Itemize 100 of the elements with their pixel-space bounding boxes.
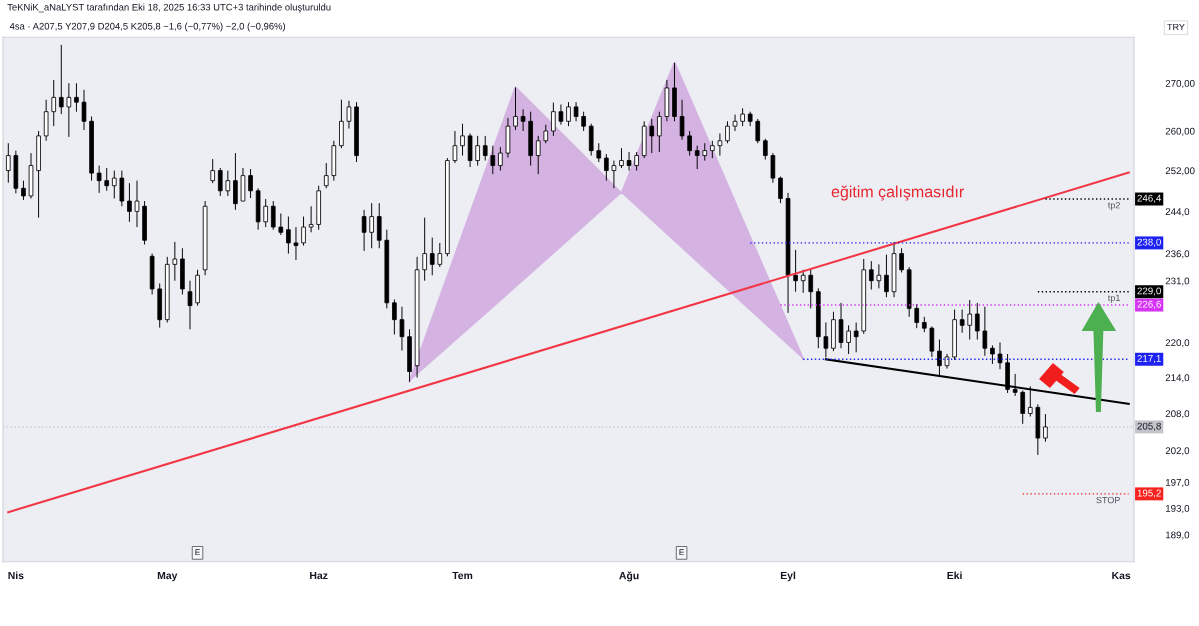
data-label: 229,0 xyxy=(1137,287,1161,296)
candlestick xyxy=(452,130,458,164)
candlestick xyxy=(725,120,730,144)
y-tick-label: 189,0 xyxy=(1165,531,1190,540)
candlestick xyxy=(573,101,579,122)
annotation: eğitim çalışmasıdır xyxy=(831,185,964,201)
candlestick xyxy=(884,254,889,298)
x-tick-label: Eyl xyxy=(780,571,796,582)
candlestick xyxy=(558,104,564,126)
candlestick xyxy=(429,237,435,276)
candlestick xyxy=(127,182,132,223)
candlestick xyxy=(619,147,624,169)
candlestick xyxy=(543,124,549,144)
candlestick xyxy=(81,89,87,131)
candlestick xyxy=(732,114,738,132)
text: TeKNiK_aNaLYST tarafından Eki 18, 2025 16:33 UTC+3 tarihinde oluşturuldu xyxy=(7,3,331,13)
candlestick xyxy=(58,44,64,115)
candlestick xyxy=(869,260,874,290)
y-tick-label: 193,0 xyxy=(1165,504,1190,513)
candlestick xyxy=(301,216,306,247)
y-axis-title: TRY xyxy=(1167,23,1185,31)
candlestick xyxy=(346,100,352,130)
candlestick xyxy=(967,299,973,341)
candlestick xyxy=(634,151,639,172)
candlestick xyxy=(657,111,662,153)
candlestick xyxy=(498,146,503,172)
candlestick xyxy=(460,123,465,157)
candlestick xyxy=(566,101,571,127)
candlestick xyxy=(217,167,223,197)
candlestick xyxy=(513,86,518,131)
data-label: 195,2 xyxy=(1137,489,1161,498)
candlestick xyxy=(104,167,110,192)
candlestick xyxy=(846,324,851,355)
candlestick xyxy=(96,165,102,194)
candlestick xyxy=(717,132,723,157)
y-tick-label: 231,0 xyxy=(1165,277,1190,286)
candlestick xyxy=(899,247,904,273)
y-tick-label: 208,0 xyxy=(1165,410,1190,419)
legend-label: STOP xyxy=(1096,496,1120,504)
candlestick xyxy=(959,309,965,334)
candlestick xyxy=(187,280,193,330)
candlestick xyxy=(278,212,284,236)
y-tick-label: 244,0 xyxy=(1165,208,1190,217)
candlestick xyxy=(876,263,882,289)
annotation: E xyxy=(679,549,685,556)
candlestick xyxy=(778,176,783,204)
candlestick xyxy=(974,302,980,341)
candlestick xyxy=(997,341,1003,370)
candlestick xyxy=(225,170,231,197)
candlestick xyxy=(172,241,178,282)
candlestick xyxy=(270,200,276,231)
x-tick-label: Haz xyxy=(310,571,328,580)
candlestick xyxy=(74,82,79,113)
candlestick xyxy=(649,118,655,154)
y-tick-label: 270,00 xyxy=(1165,79,1195,88)
x-tick-label: May xyxy=(157,571,178,582)
candlestick xyxy=(111,170,117,199)
candlestick xyxy=(581,111,586,132)
candlestick xyxy=(694,145,700,170)
candlestick xyxy=(990,344,995,365)
candlestick xyxy=(66,82,72,138)
candlestick xyxy=(263,198,268,228)
candlestick xyxy=(134,180,140,228)
candlestick xyxy=(308,205,314,233)
data-label: 217,1 xyxy=(1137,354,1161,364)
candlestick xyxy=(369,202,374,249)
x-tick-label: Eki xyxy=(947,571,962,580)
candlestick xyxy=(914,303,920,329)
series-label: tp2 xyxy=(1107,202,1120,211)
candlestick xyxy=(286,216,291,255)
candlestick xyxy=(551,102,556,137)
candlestick xyxy=(233,152,238,211)
y-tick-label: 236,0 xyxy=(1165,250,1190,259)
candlestick xyxy=(626,151,632,172)
candlestick xyxy=(770,152,776,184)
x-tick-label: Tem xyxy=(452,571,473,580)
candlestick xyxy=(604,153,609,182)
candlestick xyxy=(1012,373,1018,397)
candlestick xyxy=(361,209,367,252)
candlestick xyxy=(437,242,443,268)
candlestick xyxy=(490,145,496,175)
candlestick xyxy=(248,168,253,199)
candlestick xyxy=(520,108,526,132)
candlestick xyxy=(929,325,935,358)
candlestick xyxy=(392,298,397,335)
candlestick xyxy=(21,180,26,201)
candlestick xyxy=(679,99,685,141)
candlestick xyxy=(399,306,405,352)
annotation: E xyxy=(195,549,200,556)
x-tick-label: Nis xyxy=(8,571,24,580)
candlestick xyxy=(475,135,480,167)
data-label: 246,4 xyxy=(1137,194,1162,203)
y-tick-label: 202,0 xyxy=(1165,447,1190,456)
candlestick xyxy=(763,138,768,161)
candlestick xyxy=(535,135,541,175)
y-tick-label: 197,0 xyxy=(1165,478,1190,488)
x-tick-label: Ağu xyxy=(619,571,639,582)
x-tick-label: Kas xyxy=(1112,571,1131,580)
candlestick xyxy=(293,226,299,261)
candlestick xyxy=(119,170,125,207)
